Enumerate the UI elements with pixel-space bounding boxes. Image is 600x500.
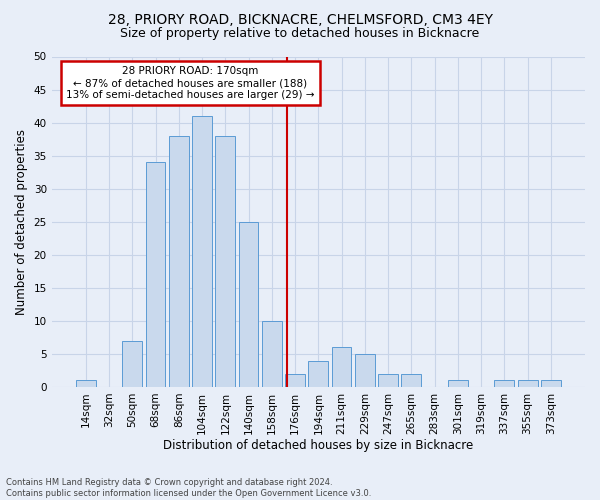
Text: Contains HM Land Registry data © Crown copyright and database right 2024.
Contai: Contains HM Land Registry data © Crown c… bbox=[6, 478, 371, 498]
Bar bbox=[401, 374, 421, 387]
Text: Size of property relative to detached houses in Bicknacre: Size of property relative to detached ho… bbox=[121, 28, 479, 40]
Bar bbox=[448, 380, 468, 387]
X-axis label: Distribution of detached houses by size in Bicknacre: Distribution of detached houses by size … bbox=[163, 440, 473, 452]
Bar bbox=[169, 136, 188, 387]
Bar bbox=[355, 354, 375, 387]
Y-axis label: Number of detached properties: Number of detached properties bbox=[15, 128, 28, 314]
Bar bbox=[239, 222, 259, 387]
Bar bbox=[215, 136, 235, 387]
Bar bbox=[378, 374, 398, 387]
Bar bbox=[285, 374, 305, 387]
Bar bbox=[122, 340, 142, 387]
Bar bbox=[494, 380, 514, 387]
Bar bbox=[146, 162, 166, 387]
Text: 28, PRIORY ROAD, BICKNACRE, CHELMSFORD, CM3 4EY: 28, PRIORY ROAD, BICKNACRE, CHELMSFORD, … bbox=[107, 12, 493, 26]
Bar bbox=[541, 380, 561, 387]
Bar bbox=[308, 360, 328, 387]
Text: 28 PRIORY ROAD: 170sqm
← 87% of detached houses are smaller (188)
13% of semi-de: 28 PRIORY ROAD: 170sqm ← 87% of detached… bbox=[66, 66, 314, 100]
Bar bbox=[332, 348, 352, 387]
Bar bbox=[192, 116, 212, 387]
Bar bbox=[518, 380, 538, 387]
Bar bbox=[76, 380, 95, 387]
Bar bbox=[262, 321, 282, 387]
